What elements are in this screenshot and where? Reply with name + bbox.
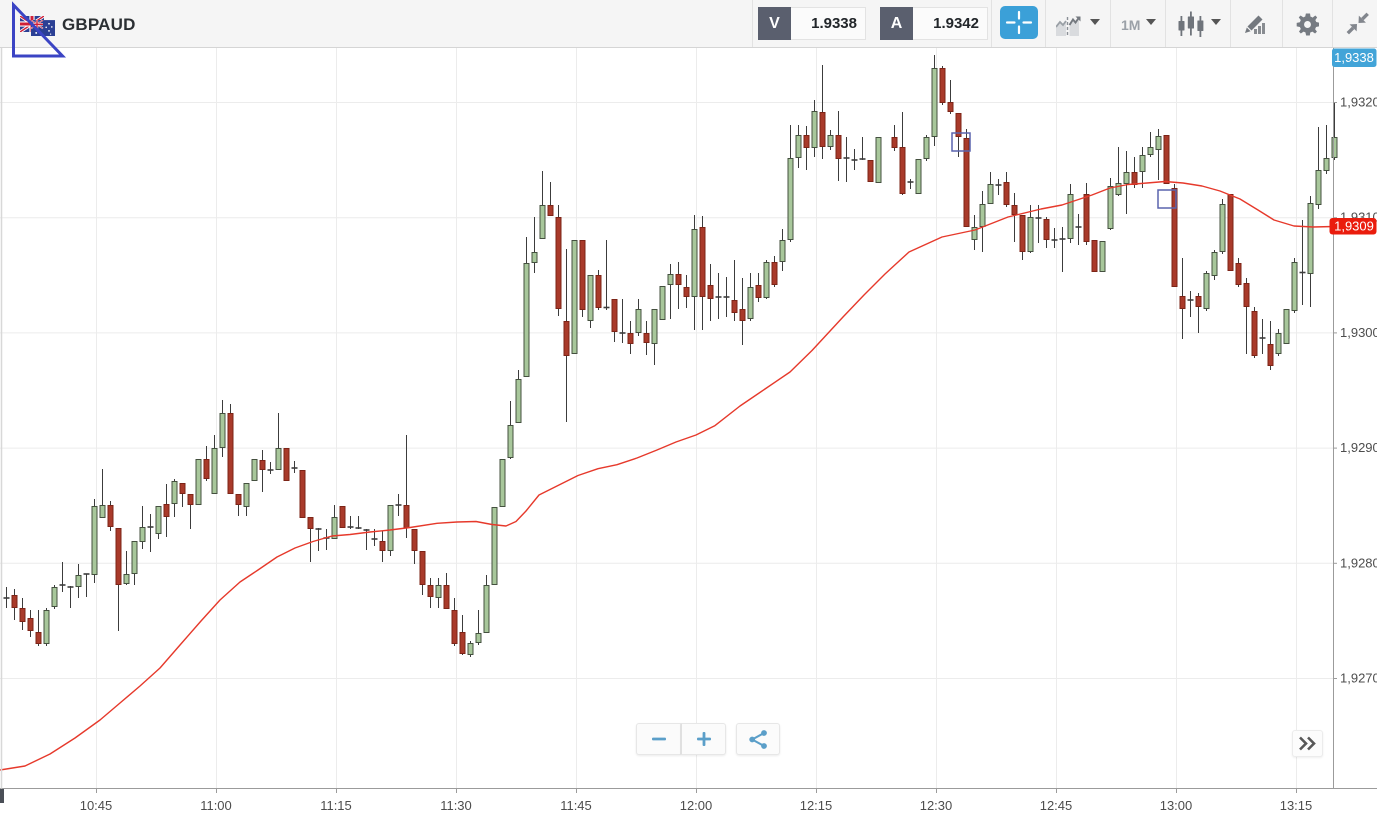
svg-text:12:30: 12:30 (920, 798, 953, 813)
svg-text:12:15: 12:15 (800, 798, 833, 813)
svg-text:11:45: 11:45 (560, 798, 592, 813)
svg-text:1,9290: 1,9290 (1340, 440, 1377, 455)
svg-text:1,9300: 1,9300 (1340, 325, 1377, 340)
svg-text:13:00: 13:00 (1160, 798, 1193, 813)
svg-text:12:45: 12:45 (1040, 798, 1073, 813)
svg-text:13:15: 13:15 (1280, 798, 1313, 813)
svg-text:1,9320: 1,9320 (1340, 95, 1377, 110)
svg-text:11:15: 11:15 (320, 798, 352, 813)
svg-text:11:30: 11:30 (440, 798, 472, 813)
svg-text:1,9280: 1,9280 (1340, 555, 1377, 570)
svg-text:1,9270: 1,9270 (1340, 671, 1377, 686)
svg-text:1,9338: 1,9338 (1334, 50, 1374, 65)
svg-text:1,9309: 1,9309 (1334, 219, 1374, 234)
svg-text:10:45: 10:45 (80, 798, 113, 813)
svg-text:12:00: 12:00 (680, 798, 713, 813)
svg-text:11:00: 11:00 (200, 798, 232, 813)
